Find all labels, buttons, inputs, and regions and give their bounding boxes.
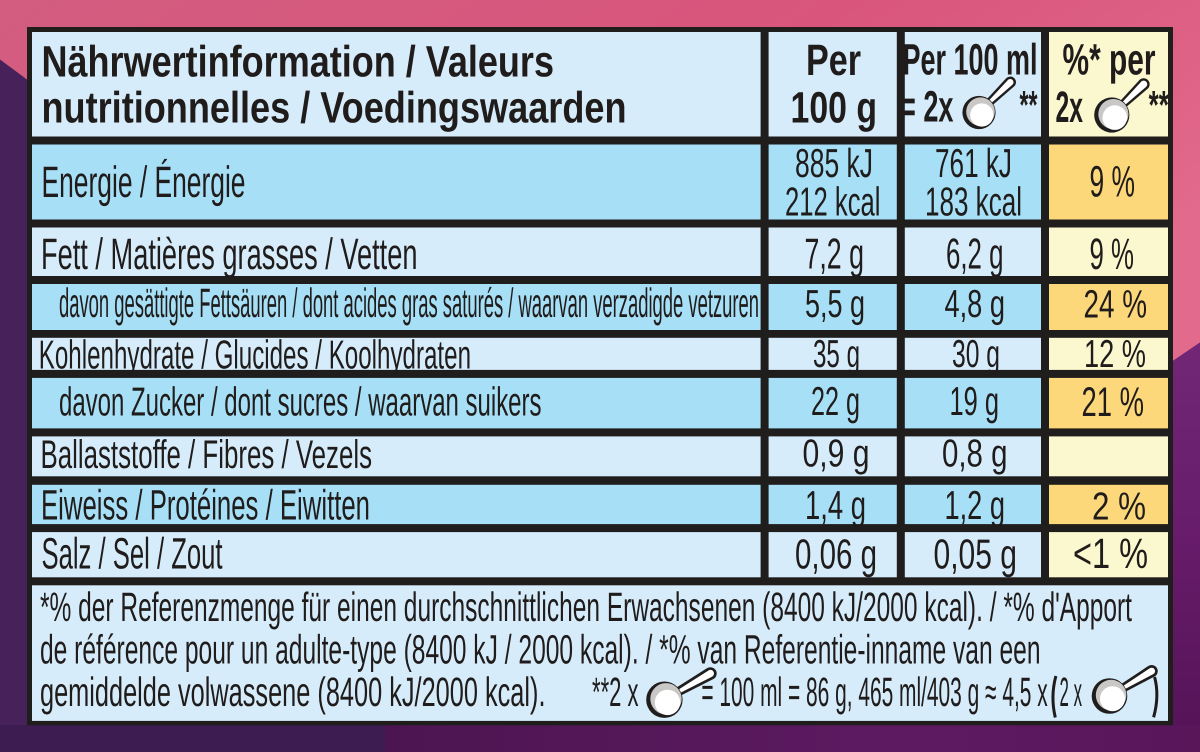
svg-text:Kohlenhydrate / Glucides / Koo: Kohlenhydrate / Glucides / Koolhydraten (39, 331, 471, 377)
svg-text:Salz / Sel / Zout: Salz / Sel / Zout (42, 530, 223, 579)
svg-text:6,2 g: 6,2 g (946, 231, 1004, 279)
svg-text:<1 %: <1 % (1073, 531, 1148, 578)
svg-text:nutritionnelles / Voedingswaar: nutritionnelles / Voedingswaarden (42, 84, 627, 133)
svg-text:= 2x: = 2x (900, 83, 954, 132)
svg-text:9 %: 9 % (1090, 157, 1136, 206)
svg-text:885 kJ: 885 kJ (795, 140, 873, 186)
svg-text:30 g: 30 g (952, 333, 1000, 376)
svg-text:22 g: 22 g (811, 378, 860, 424)
svg-text:*% der Referenzmenge für einen: *% der Referenzmenge für einen durchschn… (40, 584, 1132, 630)
svg-text:183 kcal: 183 kcal (925, 178, 1022, 224)
svg-text:Per: Per (806, 36, 861, 85)
svg-text:davon Zucker / dont sucres / w: davon Zucker / dont sucres / waarvan sui… (59, 378, 542, 424)
svg-text:9 %: 9 % (1090, 230, 1135, 279)
svg-text:**2 x: **2 x (592, 669, 639, 715)
svg-text:%* per: %* per (1063, 36, 1156, 85)
svg-text:Fett / Matières grasses / Vett: Fett / Matières grasses / Vetten (41, 230, 418, 279)
svg-text:2x: 2x (1056, 83, 1084, 132)
svg-text:212 kcal: 212 kcal (785, 178, 881, 224)
svg-text:761 kJ: 761 kJ (935, 140, 1012, 186)
svg-text:24 %: 24 % (1084, 283, 1148, 327)
svg-text:19 g: 19 g (950, 378, 1000, 424)
svg-text:4,8 g: 4,8 g (945, 283, 1006, 326)
svg-text:1,2 g: 1,2 g (945, 482, 1006, 528)
svg-text:**: ** (1149, 84, 1169, 128)
svg-text:**: ** (1020, 84, 1038, 128)
svg-text:0,9 g: 0,9 g (803, 433, 870, 476)
svg-text:davon gesättigte Fettsäuren /: davon gesättigte Fettsäuren / dont acide… (59, 280, 759, 326)
svg-text:100 g: 100 g (791, 84, 878, 133)
svg-text:Per 100 ml: Per 100 ml (903, 36, 1038, 85)
svg-text:0,06 g: 0,06 g (795, 530, 877, 577)
svg-text:5,5 g: 5,5 g (805, 283, 865, 326)
svg-text:Ballaststoffe / Fibres / Vezel: Ballaststoffe / Fibres / Vezels (41, 433, 373, 477)
svg-text:1,4 g: 1,4 g (805, 482, 866, 528)
svg-text:Energie / Énergie: Energie / Énergie (42, 158, 246, 207)
svg-text:0,05 g: 0,05 g (934, 530, 1018, 577)
svg-text:= 100 ml = 86 g, 465 ml/403 g: = 100 ml = 86 g, 465 ml/403 g ≈ 4,5 x (701, 669, 1048, 715)
svg-text:2 %: 2 % (1092, 485, 1146, 528)
svg-text:Eiweiss / Protéines / Eiwitten: Eiweiss / Protéines / Eiwitten (41, 482, 370, 529)
svg-text:21 %: 21 % (1082, 378, 1145, 425)
svg-text:7,2 g: 7,2 g (805, 231, 865, 279)
svg-text:12 %: 12 % (1084, 333, 1146, 376)
svg-text:gemiddelde volwassene (8400 kJ: gemiddelde volwassene (8400 kJ/2000 kcal… (40, 669, 546, 715)
svg-text:2 x: 2 x (1060, 669, 1083, 715)
svg-text:Nährwertinformation / Valeurs: Nährwertinformation / Valeurs (42, 38, 555, 87)
svg-text:de référence pour un adulte-ty: de référence pour un adulte-type (8400 k… (40, 627, 1041, 673)
svg-text:35 g: 35 g (813, 333, 860, 376)
svg-text:0,8 g: 0,8 g (942, 433, 1008, 476)
